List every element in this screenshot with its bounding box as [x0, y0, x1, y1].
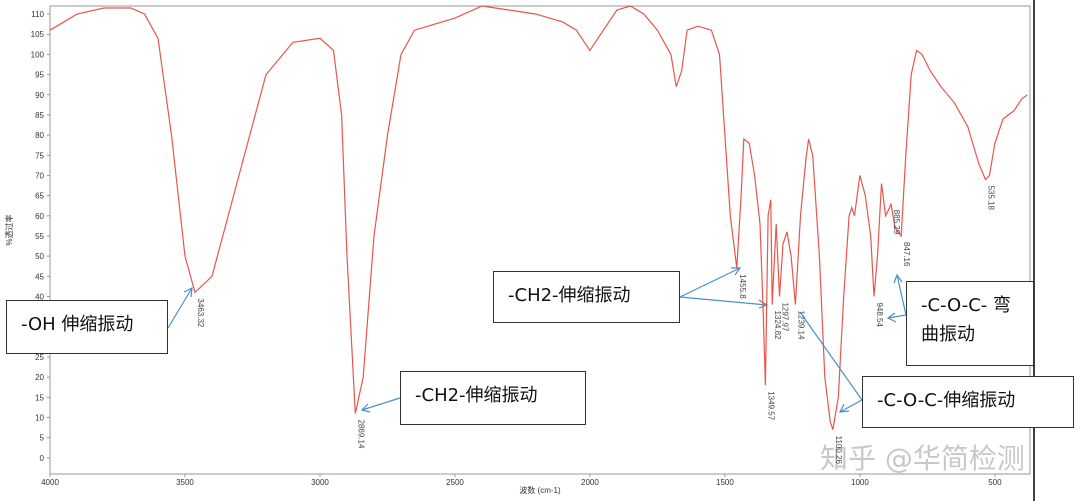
y-tick-label: 80 [35, 131, 44, 140]
y-tick-label: 5 [40, 434, 45, 443]
y-tick-label: 70 [35, 171, 44, 180]
peak-label: 1455.8 [738, 274, 747, 299]
y-tick-label: 65 [35, 192, 44, 201]
peak-label: 1239.14 [796, 311, 805, 340]
y-tick-label: 15 [35, 393, 44, 402]
peak-label: 1100.26 [834, 436, 843, 465]
spectrum-line [49, 5, 1028, 430]
y-tick-label: 90 [35, 91, 44, 100]
annotation: -OH 伸缩振动 [6, 300, 168, 354]
y-tick-label: 105 [31, 30, 45, 39]
peak-label: 2869.14 [356, 419, 365, 448]
peak-label: 1349.57 [767, 391, 776, 420]
y-tick-label: 40 [35, 292, 44, 301]
peak-label: 948.54 [875, 302, 884, 327]
y-axis-label: %透过率 [4, 214, 14, 245]
y-tick-label: 60 [35, 212, 44, 221]
y-tick-label: 45 [35, 272, 44, 281]
x-tick-label: 3500 [176, 478, 194, 487]
y-tick-label: 10 [35, 414, 44, 423]
x-tick-label: 1000 [851, 478, 869, 487]
annotation: -CH2-伸缩振动 [400, 371, 586, 425]
y-tick-label: 55 [35, 232, 44, 241]
y-tick-label: 85 [35, 111, 44, 120]
y-tick-label: 25 [35, 353, 44, 362]
y-tick-label: 100 [31, 50, 45, 59]
y-tick-label: 20 [35, 373, 44, 382]
annotation: -C-O-C- 弯曲振动 [906, 281, 1034, 366]
peak-label: 847.16 [902, 242, 911, 267]
annotation: -CH2-伸缩振动 [493, 271, 680, 323]
y-tick-label: 95 [35, 71, 44, 80]
peak-label: 885.29 [892, 210, 901, 235]
annotation: -C-O-C-伸缩振动 [862, 376, 1074, 428]
y-tick-label: 110 [31, 10, 44, 19]
peak-label: 3463.32 [196, 298, 205, 327]
peak-label: 535.18 [986, 185, 995, 210]
x-axis-label: 波数 (cm-1) [519, 485, 561, 495]
y-tick-label: 50 [35, 252, 44, 261]
y-tick-label: 0 [40, 454, 45, 463]
x-tick-label: 500 [988, 478, 1002, 487]
x-tick-label: 2000 [581, 478, 599, 487]
x-tick-label: 4000 [41, 478, 59, 487]
x-tick-label: 3000 [311, 478, 329, 487]
x-tick-label: 2500 [446, 478, 464, 487]
watermark: 知乎 @华简检测 [820, 442, 1025, 475]
x-tick-label: 1500 [716, 478, 734, 487]
peak-label: 1324.82 [773, 311, 782, 340]
y-tick-label: 75 [35, 151, 44, 160]
peak-label: 1297.97 [780, 302, 789, 331]
plot-frame [49, 5, 1031, 475]
